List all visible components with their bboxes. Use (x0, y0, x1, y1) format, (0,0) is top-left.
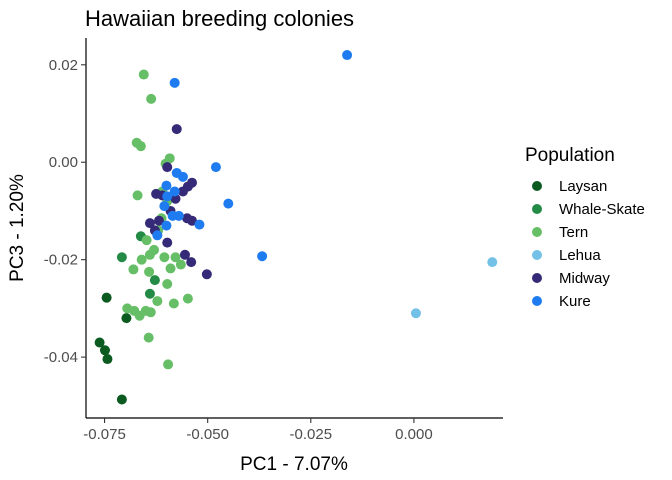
data-point-kure (194, 219, 205, 230)
data-point-midway (162, 237, 173, 248)
data-point-whale-skate (116, 252, 127, 263)
y-tick-label: 0.02 (49, 57, 78, 74)
data-point-tern (175, 259, 186, 270)
x-tick-label: -0.075 (83, 426, 126, 443)
data-point-kure (169, 186, 180, 197)
legend-label-midway: Midway (559, 270, 610, 287)
data-point-midway (170, 193, 181, 204)
data-point-kure (257, 251, 268, 262)
legend-key-midway (532, 273, 542, 283)
data-point-midway (201, 269, 212, 280)
data-point-tern (145, 307, 156, 318)
legend-key-kure (532, 296, 542, 306)
data-point-kure (152, 230, 163, 241)
data-point-laysan (102, 354, 113, 365)
data-point-tern (128, 264, 139, 275)
y-axis-ticks: -0.04 -0.02 0.00 0.02 (44, 57, 86, 366)
data-point-midway (179, 249, 190, 260)
data-point-whale-skate (149, 275, 160, 286)
legend-label-tern: Tern (559, 224, 588, 241)
x-tick-label: -0.025 (290, 426, 333, 443)
data-point-tern (143, 332, 154, 343)
x-axis-title: PC1 - 7.07% (240, 454, 348, 475)
data-point-midway (187, 177, 198, 188)
data-point-laysan (101, 292, 112, 303)
data-point-midway (171, 124, 182, 135)
data-point-tern (162, 279, 173, 290)
data-point-tern (144, 266, 155, 277)
data-point-lehua (410, 308, 421, 319)
legend-key-tern (532, 227, 542, 237)
data-point-tern (146, 93, 157, 104)
data-point-midway (186, 257, 197, 268)
data-point-tern (132, 190, 143, 201)
data-point-midway (154, 215, 165, 226)
plot-points (94, 50, 498, 405)
y-tick-label: 0.00 (49, 154, 78, 171)
x-axis-ticks: -0.075 -0.050 -0.025 0.000 (83, 418, 433, 443)
data-point-laysan (121, 313, 132, 324)
data-point-kure (162, 191, 173, 202)
data-point-midway (162, 162, 173, 173)
data-point-tern (135, 141, 146, 152)
y-tick-label: -0.04 (44, 349, 78, 366)
legend-key-lehua (532, 250, 542, 260)
legend-label-laysan: Laysan (559, 178, 607, 195)
data-point-tern (168, 298, 179, 309)
data-point-kure (161, 180, 172, 191)
legend-label-kure: Kure (559, 293, 591, 310)
data-point-tern (170, 252, 181, 263)
legend-label-whale-skate: Whale-Skate (559, 201, 645, 218)
data-point-lehua (487, 257, 498, 268)
data-point-tern (149, 244, 160, 255)
data-point-midway (187, 215, 198, 226)
legend-title: Population (525, 145, 615, 166)
data-point-kure (223, 198, 234, 209)
data-point-tern (159, 252, 170, 263)
x-tick-label: 0.000 (395, 426, 433, 443)
data-point-kure (167, 210, 178, 221)
data-point-tern (136, 254, 147, 265)
data-point-kure (342, 50, 353, 61)
data-point-tern (163, 359, 174, 370)
data-point-tern (138, 69, 149, 80)
legend-label-lehua: Lehua (559, 247, 601, 264)
data-point-tern (141, 235, 152, 246)
data-point-whale-skate (144, 288, 155, 299)
legend-key-whale-skate (532, 204, 542, 214)
data-point-tern (182, 293, 193, 304)
data-point-kure (210, 162, 221, 173)
data-point-tern (165, 263, 176, 274)
chart-title: Hawaiian breeding colonies (85, 6, 354, 31)
data-point-kure (169, 77, 180, 88)
data-point-kure (177, 171, 188, 182)
y-axis-title: PC3 - 1.20% (7, 174, 28, 282)
legend: Population Laysan Whale-Skate Tern Lehua Mid… (525, 145, 645, 310)
y-tick-label: -0.02 (44, 252, 78, 269)
x-tick-label: -0.050 (186, 426, 229, 443)
data-point-laysan (99, 345, 110, 356)
data-point-tern (152, 296, 163, 307)
legend-key-laysan (532, 181, 542, 191)
data-point-kure (161, 220, 172, 231)
data-point-midway (144, 218, 155, 229)
data-point-laysan (94, 337, 105, 348)
data-point-laysan (116, 394, 127, 405)
data-point-kure (159, 201, 170, 212)
